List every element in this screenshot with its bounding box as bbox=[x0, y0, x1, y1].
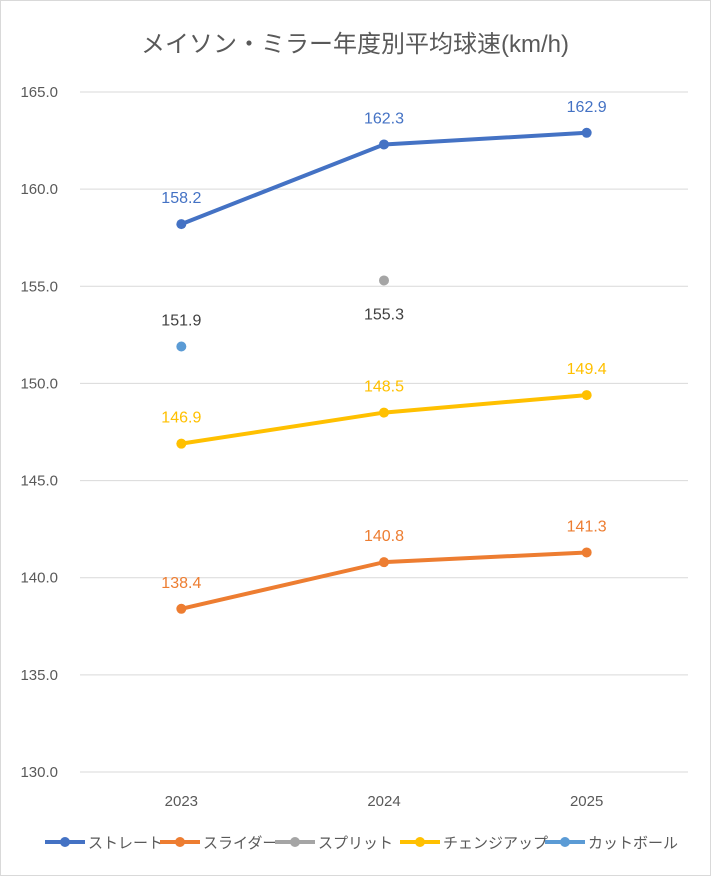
series-line bbox=[181, 393, 587, 446]
y-tick-label: 130.0 bbox=[20, 764, 58, 781]
data-label: 146.9 bbox=[161, 410, 201, 427]
data-label: 151.9 bbox=[161, 313, 201, 330]
chart-title: メイソン・ミラー年度別平均球速(km/h) bbox=[141, 31, 569, 58]
data-point bbox=[176, 603, 187, 614]
x-tick-label: 2023 bbox=[165, 793, 198, 810]
legend-item: スプリット bbox=[275, 835, 393, 852]
legend-marker bbox=[415, 837, 425, 847]
series-1: 138.4 140.8 141.3 bbox=[161, 518, 607, 614]
legend-label: ストレート bbox=[88, 835, 163, 852]
data-point bbox=[176, 438, 187, 449]
data-point bbox=[581, 127, 592, 138]
data-label: 140.8 bbox=[364, 528, 404, 545]
legend-label: スライダー bbox=[203, 835, 277, 852]
data-point bbox=[379, 139, 389, 150]
data-label: 148.5 bbox=[364, 379, 404, 396]
legend-label: チェンジアップ bbox=[443, 835, 548, 852]
legend-item: ストレート bbox=[45, 835, 163, 852]
data-point bbox=[379, 407, 389, 418]
series-3: 146.9 148.5 149.4 bbox=[161, 361, 607, 449]
legend-label: スプリット bbox=[318, 835, 393, 852]
data-label: 155.3 bbox=[364, 306, 404, 323]
legend-item: スライダー bbox=[160, 835, 277, 852]
y-tick-label: 160.0 bbox=[20, 181, 58, 198]
data-point bbox=[581, 390, 592, 401]
series-0: 158.2 162.3 162.9 bbox=[161, 99, 607, 230]
series-4: 151.9 bbox=[161, 313, 201, 352]
legend-marker bbox=[60, 837, 70, 847]
y-tick-label: 140.0 bbox=[20, 570, 58, 587]
legend-item: チェンジアップ bbox=[400, 835, 548, 852]
legend-marker bbox=[560, 837, 570, 847]
data-point bbox=[581, 547, 592, 558]
legend-marker bbox=[290, 837, 300, 847]
y-tick-label: 165.0 bbox=[20, 84, 58, 101]
data-label: 141.3 bbox=[567, 518, 607, 535]
legend-item: カットボール bbox=[545, 835, 678, 852]
data-label: 162.9 bbox=[567, 99, 607, 116]
y-tick-label: 150.0 bbox=[20, 375, 58, 392]
x-tick-label: 2024 bbox=[367, 793, 400, 810]
data-label: 138.4 bbox=[161, 575, 201, 592]
data-point bbox=[379, 275, 389, 286]
y-tick-label: 155.0 bbox=[20, 278, 58, 295]
data-label: 162.3 bbox=[364, 110, 404, 127]
data-label: 158.2 bbox=[161, 190, 201, 207]
series-2: 155.3 bbox=[364, 275, 404, 323]
data-point bbox=[379, 557, 389, 568]
y-tick-label: 135.0 bbox=[20, 667, 58, 684]
data-label: 149.4 bbox=[567, 361, 607, 378]
legend-label: カットボール bbox=[588, 835, 678, 852]
data-point bbox=[176, 341, 187, 352]
legend-marker bbox=[175, 837, 185, 847]
y-tick-label: 145.0 bbox=[20, 473, 58, 490]
data-point bbox=[176, 219, 187, 230]
x-tick-label: 2025 bbox=[570, 793, 603, 810]
